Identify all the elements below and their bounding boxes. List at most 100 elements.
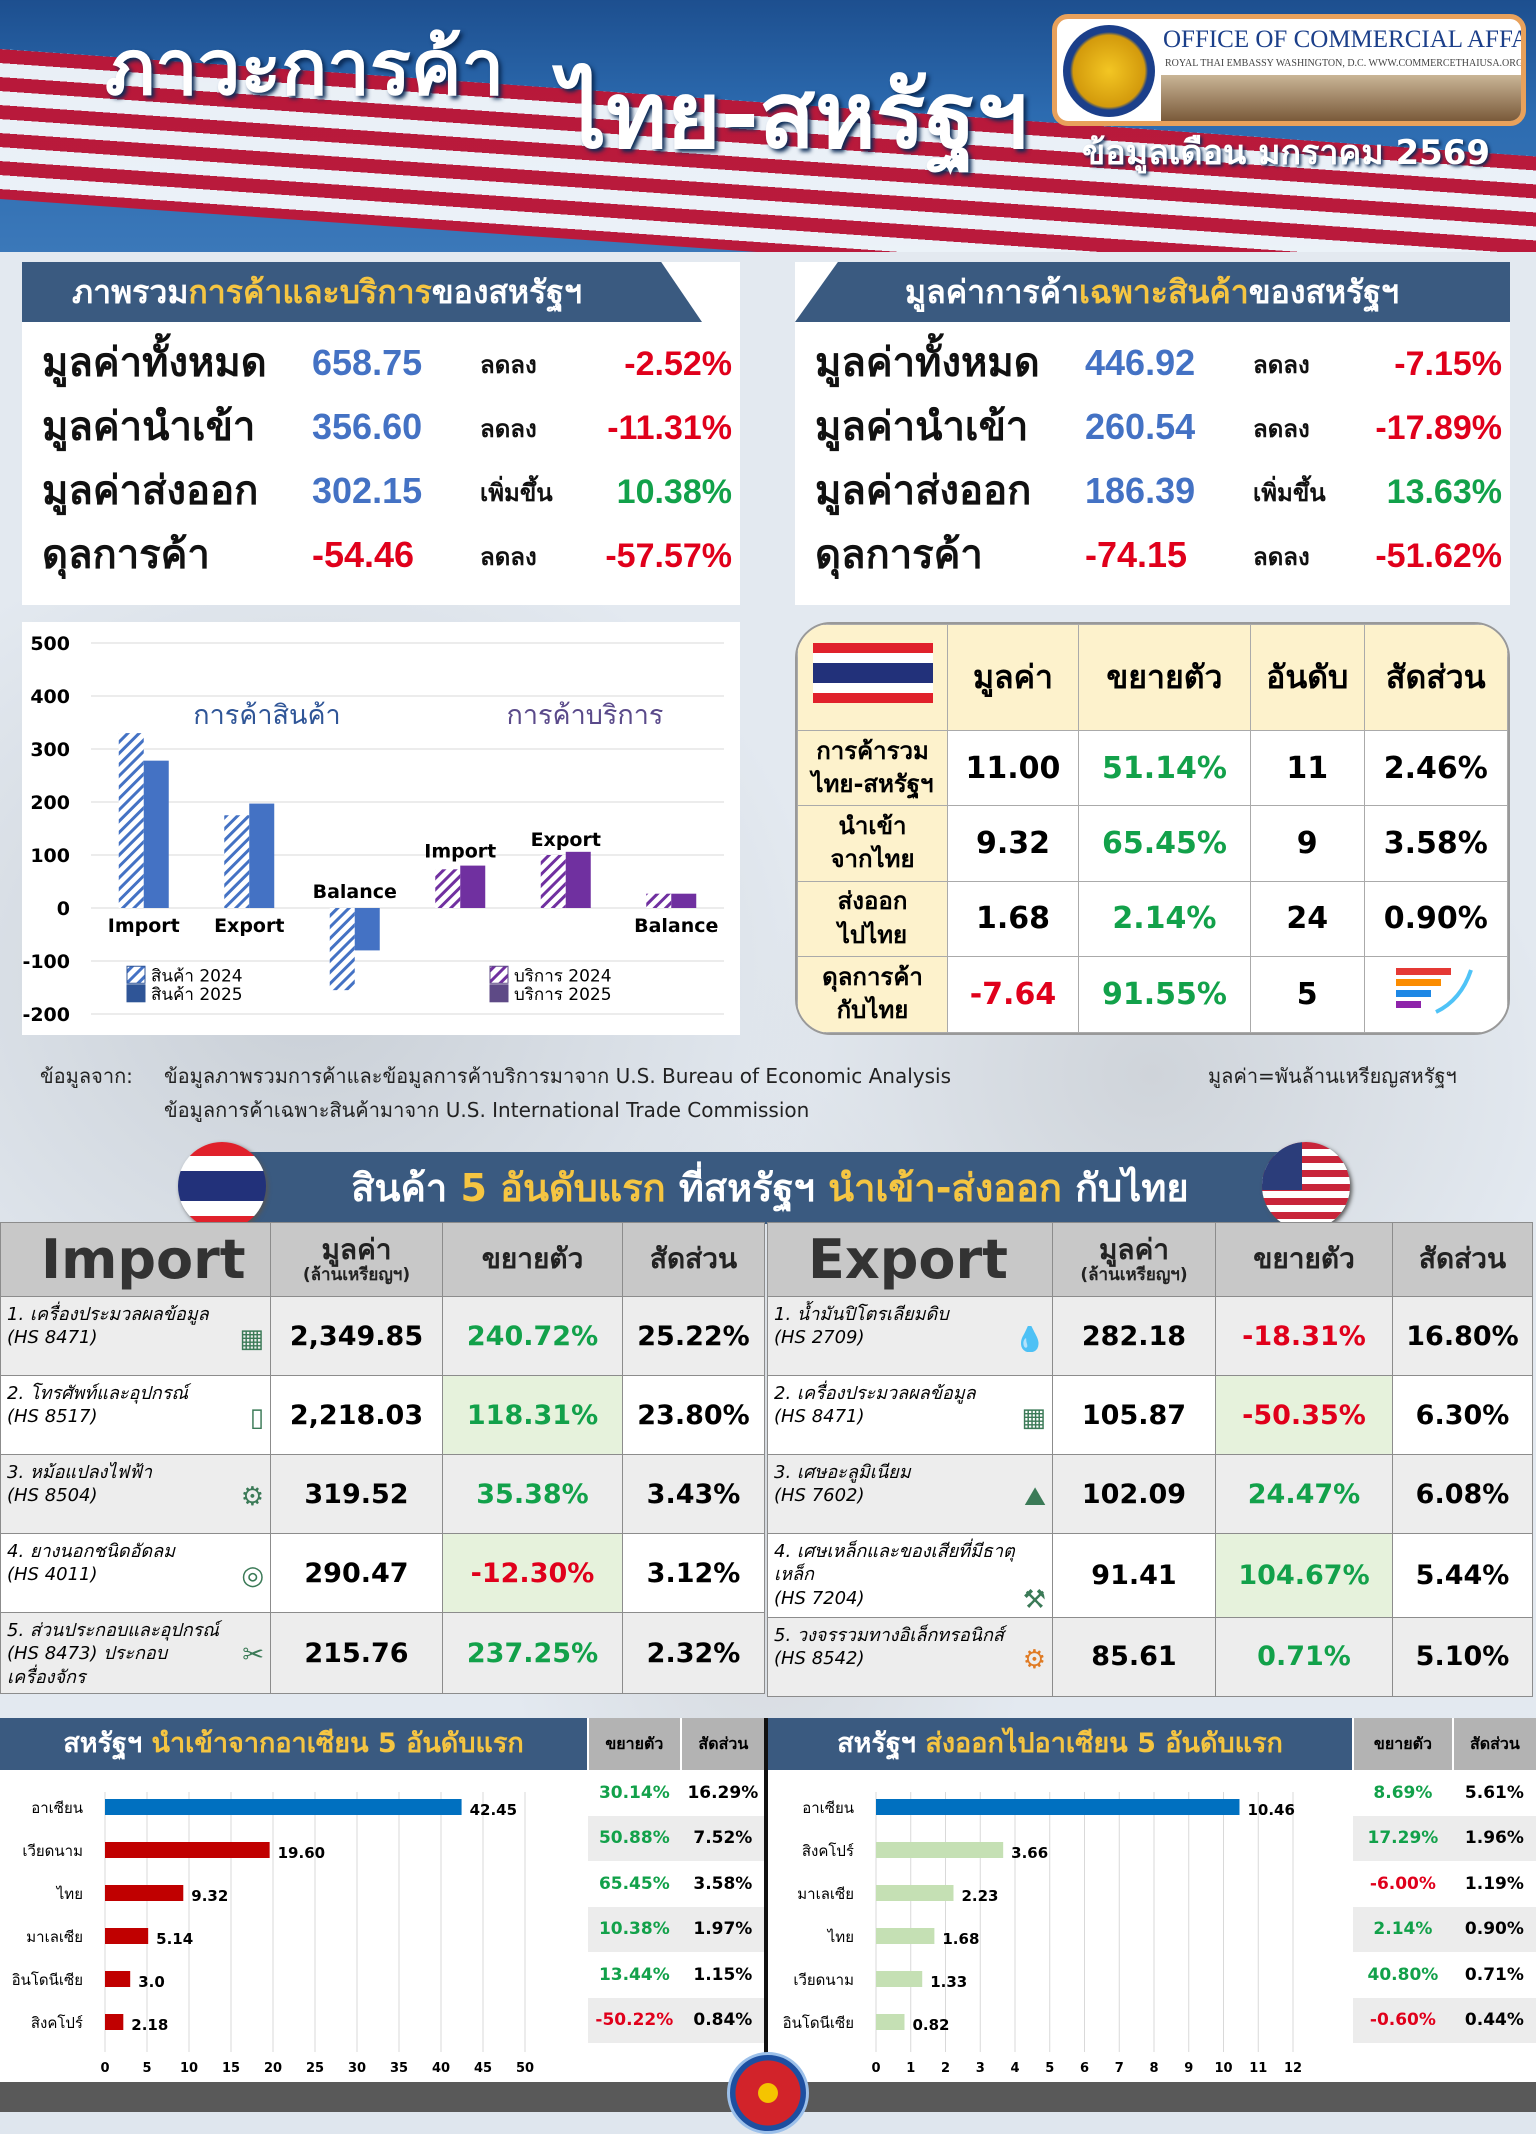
value-cell: 290.47 — [270, 1533, 443, 1613]
label-line: ไทย-สหรัฐฯ — [811, 770, 934, 799]
table-row: 5. วงจรรวมทางอิเล็กทรอนิกส์ ⚙ (HS 8542) 85.… — [767, 1616, 1533, 1697]
value-unit: (ล้านเหรียญฯ) — [1080, 1264, 1188, 1285]
banner-highlight: นำเข้า-ส่งออก — [828, 1166, 1062, 1210]
share-cell: 0.84% — [680, 1997, 765, 2043]
x-tick-label: 5 — [142, 2061, 151, 2076]
tire-icon: ◎ — [241, 1563, 264, 1590]
hs-code: (HS 7204) — [774, 1587, 865, 1609]
change-percent: -2.52% — [624, 345, 732, 383]
summary-row: ดุลการค้า -74.15 ลดลง -51.62% — [795, 527, 1510, 587]
bar — [876, 1928, 935, 1944]
y-tick-label: -100 — [22, 951, 70, 973]
table-row: -50.22% 0.84% — [588, 1997, 765, 2043]
row-label: มูลค่าส่งออก — [815, 468, 1032, 514]
value-cell: 2,349.85 — [270, 1296, 443, 1376]
row-label: มูลค่านำเข้า — [815, 404, 1029, 450]
change-percent: 10.38% — [616, 473, 732, 511]
data-label: 3.66 — [1011, 1844, 1048, 1862]
x-tick-label: 0 — [871, 2061, 880, 2076]
product-cell: 4. เศษเหล็กและของเสียที่มีธาตุเหล็ก ⚒ (HS … — [767, 1533, 1053, 1618]
growth-cell: 91.55% — [1077, 955, 1251, 1033]
growth-cell: 10.38% — [588, 1906, 681, 1952]
table-header: ขยายตัว สัดส่วน — [587, 1718, 765, 1770]
label-line: การค้ารวม — [816, 736, 929, 765]
product-cell: 5. วงจรรวมทางอิเล็กทรอนิกส์ ⚙ (HS 8542) — [767, 1616, 1053, 1697]
share-cell: 2.46% — [1363, 729, 1508, 807]
banner-text: ที่สหรัฐฯ — [665, 1166, 829, 1210]
bar-balance-2024 — [646, 893, 672, 908]
rank-cell: 9 — [1249, 805, 1365, 882]
title-text: ของสหรัฐฯ — [1248, 273, 1399, 311]
source-line-1: ข้อมูลภาพรวมการค้าและข้อมูลการค้าบริการม… — [164, 1064, 952, 1088]
x-tick-label: 50 — [516, 2061, 534, 2076]
bar — [105, 1928, 149, 1944]
share-cell: 6.30% — [1392, 1375, 1533, 1455]
bar-import-2024 — [435, 869, 461, 908]
header-growth: ขยายตัว — [1215, 1222, 1393, 1297]
y-tick-label: 100 — [30, 845, 70, 867]
growth-cell: 2.14% — [1353, 1906, 1453, 1952]
rank-cell: 24 — [1249, 880, 1365, 957]
share-cell: 6.08% — [1392, 1454, 1533, 1534]
summary-row: มูลค่าส่งออก 302.15 เพิ่มขึ้น 10.38% — [22, 463, 740, 523]
change-percent: -7.15% — [1394, 345, 1502, 383]
data-label: 1.68 — [942, 1930, 979, 1948]
bar-balance-2025 — [354, 908, 380, 951]
legend-swatch — [126, 984, 146, 1003]
bar-import-2025 — [143, 760, 169, 908]
bar — [105, 1971, 131, 1987]
title-part-2: ไทย-สหรัฐฯ — [560, 62, 1028, 169]
category-label: อินโดนีเซีย — [12, 1971, 83, 1989]
product-name: 3. เศษอะลูมิเนียม — [774, 1462, 911, 1483]
bar-export-2025 — [565, 851, 591, 908]
header-share: สัดส่วน — [1451, 1718, 1536, 1770]
x-tick-label: 4 — [1010, 2061, 1019, 2076]
share-cell: 1.15% — [693, 1964, 753, 1985]
growth-cell: 17.29% — [1353, 1815, 1453, 1861]
product-cell: 2. เครื่องประมวลผลข้อมูล ▦ (HS 8471) — [767, 1375, 1053, 1455]
thai-flag-icon — [178, 1142, 266, 1230]
bar — [876, 1971, 923, 1987]
share-cell: 5.61% — [1464, 1782, 1524, 1803]
header-growth: ขยายตัว — [442, 1222, 623, 1297]
smartphone-icon: ▯ — [249, 1405, 264, 1432]
category-label: Import — [108, 915, 180, 937]
value-cell: 11.00 — [947, 729, 1079, 807]
share-cell: 1.19% — [1464, 1873, 1524, 1894]
category-label: มาเลเซีย — [797, 1885, 854, 1903]
bar — [876, 2014, 905, 2030]
header-share: สัดส่วน — [679, 1718, 765, 1770]
hs-code: (HS 8473) ประกอบเครื่องจักร — [7, 1643, 168, 1688]
goods-rows: มูลค่าทั้งหมด 446.92 ลดลง -7.15% มูลค่านำเข้… — [795, 335, 1510, 605]
value-unit: (ล้านเหรียญฯ) — [302, 1264, 411, 1285]
top5-import-table: Import มูลค่า (ล้านเหรียญฯ) ขยายตัว สัดส่… — [0, 1222, 765, 1695]
title-highlight: นำเข้าจากอาเซียน 5 อันดับแรก — [151, 1728, 524, 1759]
product-name: 1. น้ำมันปิโตรเลียมดิบ — [774, 1304, 949, 1325]
value-header: มูลค่า — [1098, 1232, 1170, 1266]
y-tick-label: -200 — [22, 1004, 70, 1026]
row-value: 302.15 — [312, 470, 423, 511]
category-label: เวียดนาม — [22, 1842, 83, 1860]
hs-code: (HS 8471) — [774, 1406, 865, 1428]
y-tick-label: 500 — [30, 633, 70, 655]
table-row: 2. เครื่องประมวลผลข้อมูล ▦ (HS 8471) 105.87… — [767, 1375, 1533, 1455]
trade-chart-panel: 500 400 300 200 100 0 -100 -200 Import Export Bala… — [22, 622, 740, 1035]
table-row: 30.14% 16.29% — [588, 1770, 765, 1816]
y-tick-label: 300 — [30, 739, 70, 761]
summary-row: มูลค่าส่งออก 186.39 เพิ่มขึ้น 13.63% — [795, 463, 1510, 523]
summary-row: มูลค่าทั้งหมด 658.75 ลดลง -2.52% — [22, 335, 740, 395]
source-line-2: ข้อมูลการค้าเฉพาะสินค้ามาจาก U.S. Intern… — [164, 1098, 810, 1122]
x-tick-label: 6 — [1080, 2061, 1089, 2076]
row-value: -74.15 — [1085, 534, 1188, 575]
table-row: 4. เศษเหล็กและของเสียที่มีธาตุเหล็ก ⚒ (HS … — [767, 1533, 1533, 1618]
share-cell: 3.58% — [1363, 805, 1508, 882]
x-tick-label: 25 — [306, 2061, 324, 2076]
growth-cell: 65.45% — [1077, 805, 1251, 882]
share-cell: 0.90% — [1452, 1906, 1536, 1952]
growth-cell: 13.44% — [598, 1964, 670, 1985]
row-value: 658.75 — [312, 342, 423, 383]
data-label: 10.46 — [1247, 1801, 1294, 1819]
change-percent: -57.57% — [605, 537, 732, 575]
hs-code: (HS 8542) — [774, 1648, 865, 1670]
